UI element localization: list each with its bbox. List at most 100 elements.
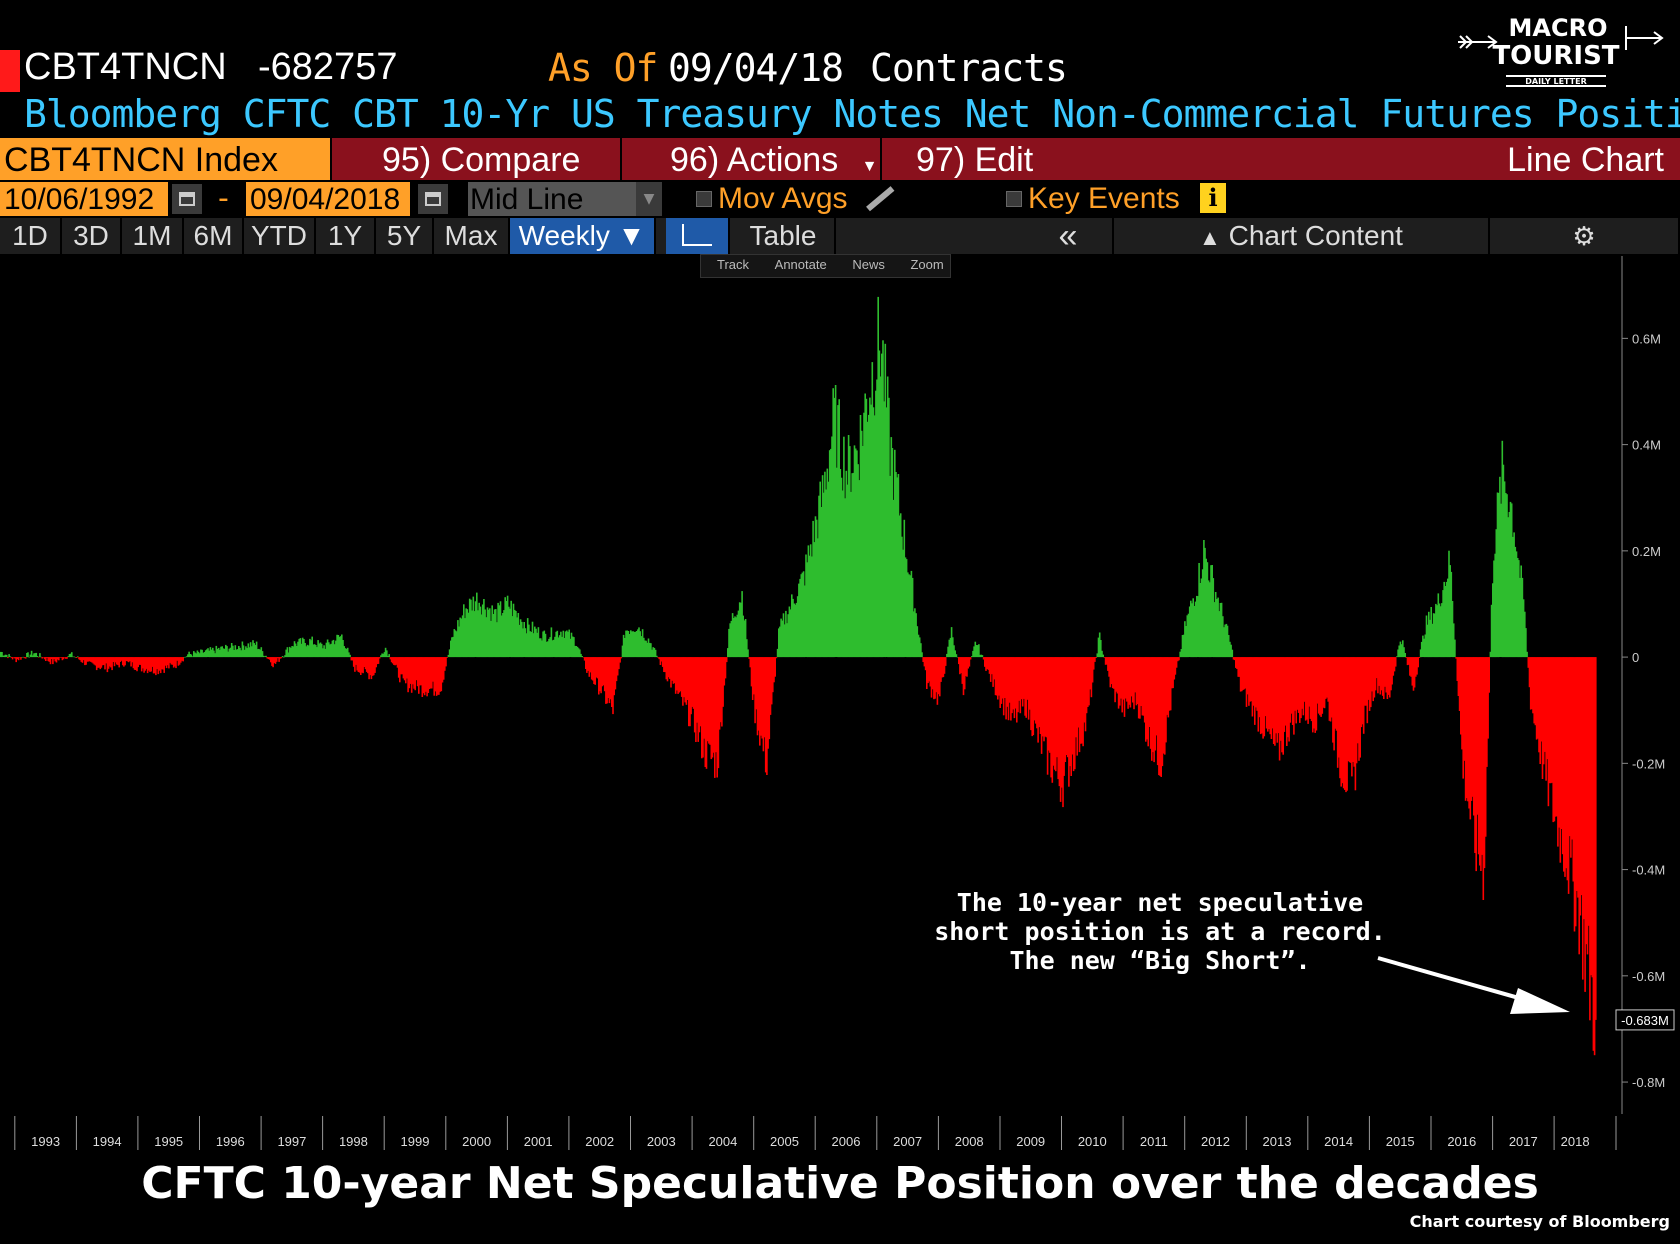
- bar: [14, 657, 16, 659]
- bar: [809, 544, 812, 658]
- gear-icon[interactable]: ⚙: [1490, 218, 1680, 254]
- info-icon[interactable]: i: [1200, 183, 1226, 213]
- range-1m-button[interactable]: 1M: [122, 218, 184, 254]
- bar: [1488, 657, 1490, 693]
- bar: [1193, 606, 1196, 658]
- chart-content-button[interactable]: ▲ Chart Content: [1114, 218, 1490, 254]
- pencil-icon[interactable]: [866, 186, 895, 212]
- bar: [441, 657, 444, 683]
- bar: [42, 657, 45, 658]
- bar: [291, 646, 293, 658]
- key-events-checkbox[interactable]: [1006, 191, 1022, 207]
- range-6m-button[interactable]: 6M: [184, 218, 244, 254]
- zoom-tool[interactable]: Zoom: [910, 257, 944, 272]
- bar: [691, 657, 694, 707]
- bar: [271, 657, 273, 666]
- bar: [1426, 624, 1429, 658]
- bar: [307, 645, 310, 658]
- bar: [1494, 553, 1496, 658]
- bar: [924, 657, 927, 671]
- bar: [516, 617, 518, 658]
- bar: [661, 657, 664, 667]
- bar: [512, 603, 515, 658]
- start-date-input[interactable]: 10/06/1992: [0, 182, 168, 216]
- line-mode-select[interactable]: Mid Line: [468, 182, 658, 216]
- chart-type-label[interactable]: Line Chart: [1507, 141, 1664, 179]
- bar: [836, 467, 838, 657]
- range-3d-button[interactable]: 3D: [62, 218, 122, 254]
- bar: [1201, 569, 1204, 658]
- bar: [1162, 657, 1165, 754]
- bar: [1123, 657, 1126, 717]
- bar: [1417, 657, 1419, 668]
- bar: [127, 657, 130, 663]
- bar: [1038, 657, 1041, 728]
- bar: [260, 647, 263, 658]
- range-ytd-button[interactable]: YTD: [244, 218, 316, 254]
- range-1y-button[interactable]: 1Y: [316, 218, 376, 254]
- bar: [479, 606, 482, 658]
- bar: [782, 613, 785, 658]
- bar: [813, 542, 816, 658]
- bar: [1435, 603, 1437, 658]
- bar: [699, 657, 702, 727]
- collapse-button[interactable]: «: [1024, 218, 1114, 254]
- bar: [1194, 601, 1197, 658]
- end-date-input[interactable]: 09/04/2018: [246, 182, 410, 216]
- bar: [682, 657, 684, 706]
- bar: [243, 649, 246, 658]
- bar: [1402, 640, 1404, 658]
- bar: [1509, 501, 1512, 658]
- bar: [947, 646, 949, 658]
- bar: [1231, 649, 1234, 658]
- range-1d-button[interactable]: 1D: [0, 218, 62, 254]
- bar: [764, 657, 767, 773]
- bar: [721, 657, 723, 727]
- bar: [1542, 657, 1545, 765]
- bar: [97, 657, 99, 668]
- bar: [215, 645, 218, 658]
- chevron-down-icon[interactable]: ▼: [636, 182, 662, 216]
- bar: [1191, 603, 1193, 658]
- bar: [46, 657, 48, 658]
- table-button[interactable]: Table: [732, 218, 836, 254]
- bar: [581, 656, 583, 658]
- news-tool[interactable]: News: [852, 257, 885, 272]
- annotate-tool[interactable]: Annotate: [774, 257, 827, 272]
- bar: [1315, 657, 1318, 731]
- edit-menu[interactable]: 97) Edit ▼: [880, 138, 1052, 219]
- bar: [486, 607, 489, 658]
- x-tick-label: 2016: [1447, 1134, 1476, 1149]
- range-5y-button[interactable]: 5Y: [376, 218, 434, 254]
- bar: [444, 657, 446, 671]
- bar: [1405, 657, 1408, 658]
- mov-avgs-checkbox[interactable]: [696, 191, 712, 207]
- bar: [551, 640, 554, 658]
- bar: [1140, 657, 1142, 706]
- range-max-button[interactable]: Max: [434, 218, 510, 254]
- bar: [830, 448, 832, 658]
- track-tool[interactable]: Track: [717, 257, 750, 272]
- bar: [837, 405, 839, 658]
- bar: [362, 657, 364, 674]
- bar: [967, 657, 969, 669]
- bar: [378, 657, 381, 659]
- actions-menu[interactable]: 96) Actions ▼: [620, 138, 880, 180]
- bar: [1167, 657, 1170, 718]
- compare-button[interactable]: 95) Compare: [330, 138, 620, 180]
- calendar-icon[interactable]: [172, 184, 202, 214]
- bar: [309, 638, 311, 658]
- index-tab[interactable]: CBT4TNCN Index: [0, 138, 330, 180]
- calendar-icon[interactable]: [418, 184, 448, 214]
- bar: [598, 657, 600, 695]
- frequency-select[interactable]: Weekly ▼: [510, 218, 656, 254]
- bar: [1020, 657, 1023, 700]
- bar: [1483, 657, 1486, 869]
- bar: [1276, 657, 1279, 743]
- bar: [350, 657, 353, 661]
- bar: [1032, 657, 1035, 736]
- line-chart-icon[interactable]: [666, 218, 730, 254]
- bar: [1108, 657, 1110, 677]
- bar: [465, 608, 467, 658]
- bar: [1076, 657, 1078, 756]
